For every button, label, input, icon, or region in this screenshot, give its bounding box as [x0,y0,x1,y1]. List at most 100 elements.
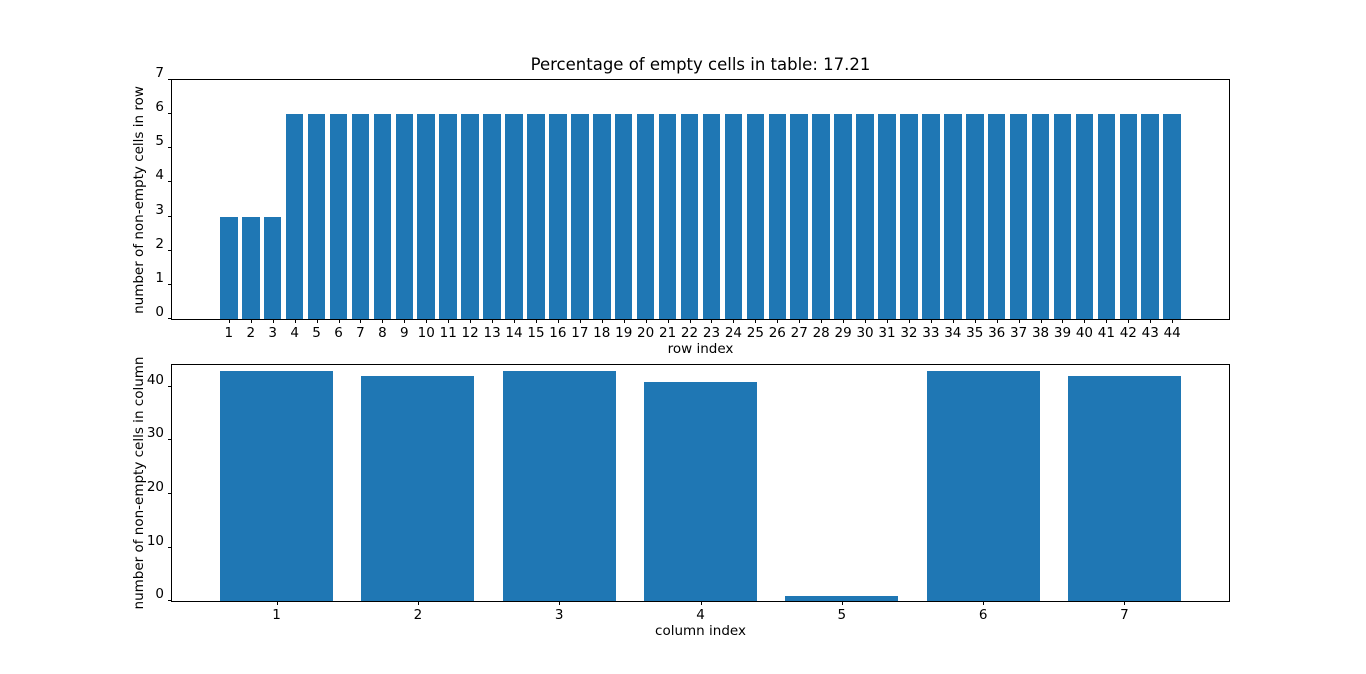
x-tick-label: 5 [837,607,847,623]
bar [900,114,918,319]
bar [220,370,334,601]
x-tick-mark [338,319,340,323]
x-tick-mark [272,319,274,323]
x-tick-label: 3 [554,607,564,623]
x-tick-mark [983,601,985,605]
bar [263,216,282,319]
y-tick-mark [168,283,172,285]
x-tick-mark [601,319,603,323]
x-tick-label: 12 [461,325,479,341]
bar [483,114,501,319]
x-tick-label: 27 [790,325,808,341]
y-tick-mark [168,492,172,494]
bar [1141,114,1159,319]
bar [768,114,787,319]
x-tick-label: 42 [1119,325,1137,341]
bar [790,114,808,319]
x-tick-mark [755,319,757,323]
x-tick-mark [250,319,252,323]
y-tick-label: 1 [155,269,164,286]
bar [307,114,326,319]
bar [965,114,984,319]
column-chart-plot-area: column index number of non-empty cells i… [131,357,1230,639]
x-tick-mark [382,319,384,323]
x-tick-label: 1 [224,325,234,341]
x-tick-label: 4 [696,607,705,623]
x-tick-mark [667,319,669,323]
y-tick-mark [168,439,172,441]
bar [351,114,370,319]
y-tick-mark [168,181,172,183]
x-tick-mark [514,319,516,323]
x-tick-mark [417,601,419,605]
x-tick-label: 26 [768,325,786,341]
bar [1075,114,1094,319]
x-tick-label: 19 [615,325,633,341]
bar [878,114,896,319]
x-tick-label: 28 [812,325,830,341]
x-tick-label: 41 [1097,325,1115,341]
x-tick-label: 1 [272,607,281,623]
x-tick-label: 6 [334,325,343,341]
bar [834,114,852,319]
bar [1053,114,1072,319]
x-tick-label: 13 [483,325,501,341]
x-tick-label: 37 [1010,325,1028,341]
bar [593,114,611,319]
bar [329,114,348,319]
y-tick-mark [168,147,172,149]
bar [746,114,765,319]
y-tick-label: 30 [146,425,164,442]
bar [643,381,758,601]
x-tick-label: 7 [1120,607,1129,623]
bar [417,114,436,319]
x-tick-label: 38 [1031,325,1050,341]
x-tick-label: 10 [417,325,435,341]
x-tick-label: 24 [724,325,742,341]
x-tick-mark [689,319,691,323]
row-chart-plot-area: Percentage of empty cells in table: 17.2… [131,55,1230,357]
x-tick-mark [645,319,647,323]
y-tick-label: 40 [146,371,164,388]
x-tick-mark [841,601,843,605]
x-tick-mark [276,601,278,605]
x-tick-label: 7 [356,325,365,341]
x-tick-mark [228,319,230,323]
x-tick-mark [733,319,735,323]
y-tick-label: 3 [155,201,164,218]
bar [505,114,523,319]
x-tick-label: 6 [978,607,988,623]
bar [1067,376,1181,601]
x-tick-label: 4 [290,325,299,341]
x-tick-label: 22 [680,325,699,341]
x-tick-label: 2 [413,607,423,623]
x-tick-label: 39 [1053,325,1072,341]
x-tick-mark [908,319,910,323]
x-tick-mark [360,319,362,323]
x-tick-mark [535,319,537,323]
x-tick-label: 23 [702,325,721,341]
bar [1163,114,1181,319]
bar [658,114,677,319]
y-tick-label: 4 [155,167,164,184]
y-tick-label: 20 [146,478,164,495]
x-tick-mark [700,601,702,605]
bar [1031,114,1050,319]
x-tick-label: 43 [1141,325,1159,341]
x-tick-mark [865,319,867,323]
x-tick-mark [1150,319,1152,323]
x-tick-label: 11 [439,325,457,341]
y-tick-label: 6 [155,99,164,116]
x-tick-mark [579,319,581,323]
x-tick-mark [294,319,296,323]
x-tick-label: 30 [856,325,874,341]
bar [724,114,743,319]
bar [636,114,655,319]
x-tick-label: 44 [1163,325,1181,341]
y-tick-mark [168,79,172,80]
y-tick-mark [168,600,172,601]
y-tick-mark [168,385,172,387]
bar [926,370,1040,601]
bar [527,114,545,319]
